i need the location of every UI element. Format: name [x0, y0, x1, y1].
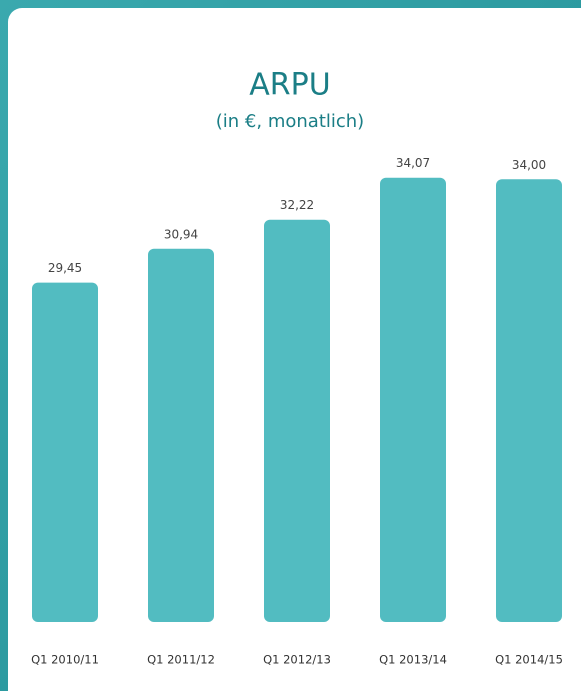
bar — [264, 219, 330, 623]
value-label: 34,07 — [396, 156, 430, 170]
x-tick-label: Q1 2011/12 — [147, 653, 215, 667]
value-label: 34,00 — [512, 158, 546, 172]
chart-title: ARPU — [249, 68, 330, 103]
bar — [496, 179, 562, 623]
x-tick-label: Q1 2010/11 — [31, 653, 99, 667]
value-label: 32,22 — [280, 198, 314, 212]
bar — [32, 282, 98, 622]
value-label: 30,94 — [164, 227, 198, 241]
x-tick-label: Q1 2014/15 — [495, 653, 563, 667]
bar — [380, 177, 446, 623]
value-label: 29,45 — [48, 261, 82, 275]
x-tick-label: Q1 2013/14 — [379, 653, 447, 667]
bar — [148, 248, 214, 622]
x-tick-label: Q1 2012/13 — [263, 653, 331, 667]
chart-subtitle: (in €, monatlich) — [216, 111, 364, 132]
